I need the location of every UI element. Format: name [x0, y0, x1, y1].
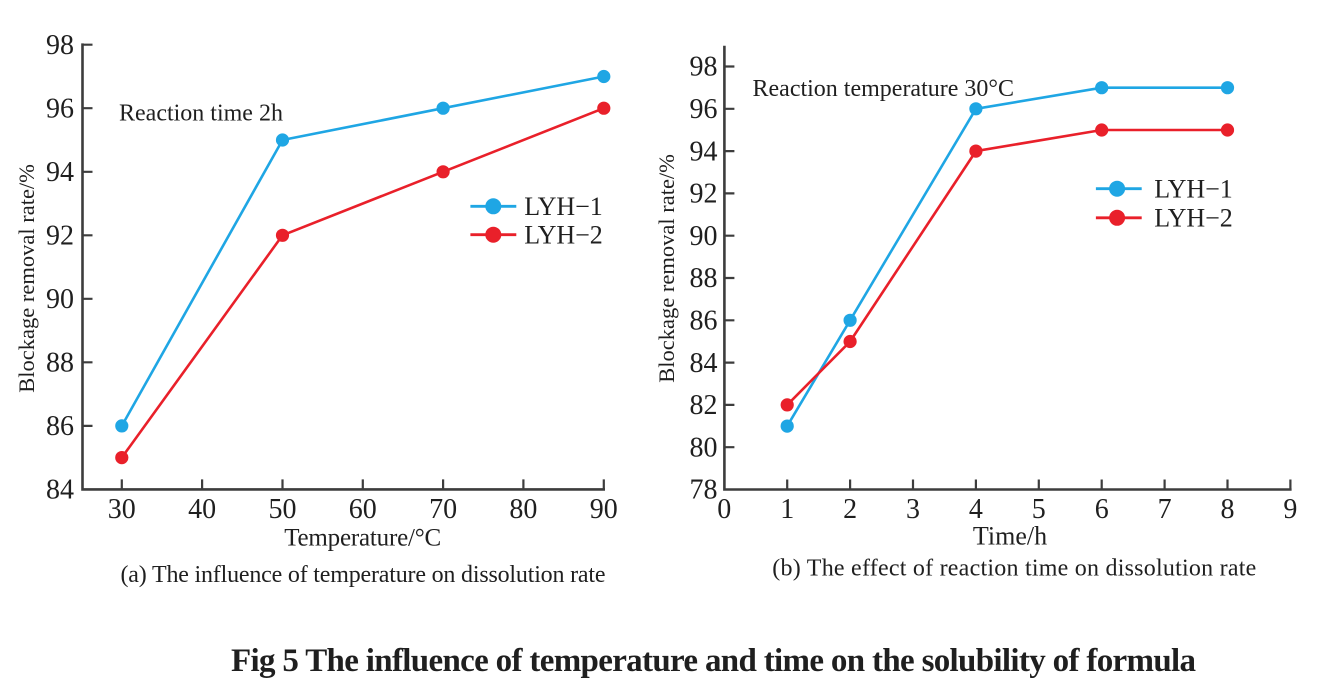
svg-text:78: 78: [690, 475, 718, 506]
svg-text:86: 86: [46, 411, 74, 442]
svg-text:92: 92: [46, 221, 74, 252]
svg-text:60: 60: [349, 494, 377, 525]
svg-text:90: 90: [590, 494, 618, 525]
svg-text:Reaction temperature 30°C: Reaction temperature 30°C: [753, 76, 1015, 102]
svg-text:94: 94: [46, 157, 74, 188]
svg-text:96: 96: [690, 94, 718, 125]
svg-text:3: 3: [906, 494, 920, 525]
svg-text:Temperature/°C: Temperature/°C: [284, 525, 441, 552]
svg-text:9: 9: [1283, 494, 1297, 525]
svg-text:Reaction time 2h: Reaction time 2h: [119, 101, 283, 127]
svg-text:88: 88: [690, 263, 718, 294]
svg-text:1: 1: [780, 494, 794, 525]
svg-text:80: 80: [690, 432, 718, 463]
svg-text:Blockage removal rate/%: Blockage removal rate/%: [14, 164, 39, 393]
svg-text:LYH−2: LYH−2: [1154, 203, 1233, 232]
svg-text:8: 8: [1221, 494, 1235, 525]
svg-text:30: 30: [108, 494, 136, 525]
svg-text:40: 40: [188, 494, 216, 525]
svg-text:LYH−2: LYH−2: [524, 220, 603, 249]
svg-text:0: 0: [717, 494, 731, 525]
svg-text:88: 88: [46, 348, 74, 379]
svg-text:Fig 5 The influence of tempera: Fig 5 The influence of temperature and t…: [231, 643, 1196, 679]
svg-text:7: 7: [1158, 494, 1172, 525]
svg-text:92: 92: [690, 179, 718, 210]
svg-text:80: 80: [509, 494, 537, 525]
svg-text:2: 2: [843, 494, 857, 525]
svg-text:98: 98: [690, 52, 718, 83]
svg-text:LYH−1: LYH−1: [1154, 174, 1233, 203]
svg-text:70: 70: [429, 494, 457, 525]
svg-text:Blockage removal rate/%: Blockage removal rate/%: [654, 154, 679, 383]
svg-text:6: 6: [1095, 494, 1109, 525]
svg-text:98: 98: [46, 30, 74, 61]
svg-text:84: 84: [690, 348, 718, 379]
svg-text:LYH−1: LYH−1: [524, 192, 603, 221]
svg-text:4: 4: [969, 494, 983, 525]
svg-text:84: 84: [46, 475, 74, 506]
svg-text:90: 90: [690, 221, 718, 252]
svg-text:96: 96: [46, 93, 74, 124]
svg-text:5: 5: [1032, 494, 1046, 525]
svg-text:94: 94: [690, 136, 718, 167]
svg-text:50: 50: [269, 494, 297, 525]
svg-text:Time/h: Time/h: [973, 522, 1047, 551]
svg-text:90: 90: [46, 284, 74, 315]
svg-text:(a) The influence of temperatu: (a) The influence of temperature on diss…: [121, 562, 606, 588]
svg-text:86: 86: [690, 306, 718, 337]
svg-text:82: 82: [690, 390, 718, 421]
svg-text:(b) The effect of reaction tim: (b) The effect of reaction time on disso…: [772, 556, 1256, 582]
